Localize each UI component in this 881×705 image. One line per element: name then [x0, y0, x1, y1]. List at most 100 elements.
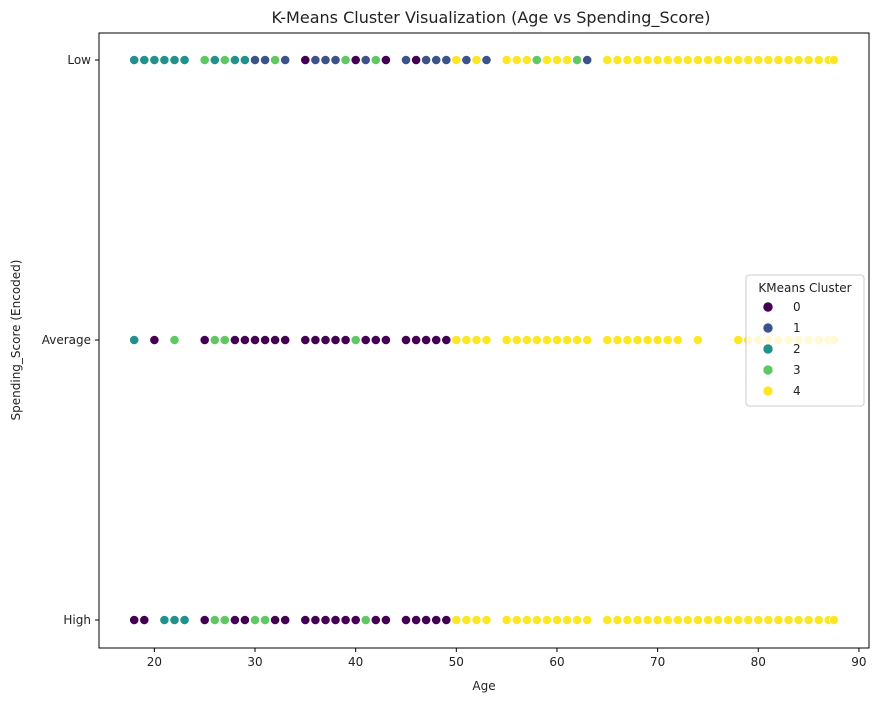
legend-label-2: 2: [793, 342, 801, 356]
data-point-cluster-0: [139, 615, 150, 625]
data-point-cluster-0: [229, 335, 240, 345]
data-point-cluster-4: [743, 615, 754, 625]
data-point-cluster-4: [793, 615, 804, 625]
x-axis-label: Age: [472, 679, 495, 693]
data-point-cluster-4: [622, 55, 633, 65]
legend-label-4: 4: [793, 384, 801, 398]
data-point-cluster-4: [723, 615, 733, 625]
data-point-cluster-2: [159, 615, 170, 625]
data-point-cluster-0: [401, 335, 411, 345]
data-point-cluster-4: [521, 335, 532, 345]
data-point-cluster-2: [129, 55, 140, 65]
data-point-cluster-2: [139, 55, 150, 65]
data-point-cluster-1: [250, 55, 260, 65]
data-point-cluster-4: [733, 615, 744, 625]
data-point-cluster-4: [622, 335, 633, 345]
data-point-cluster-3: [270, 55, 280, 65]
data-point-cluster-1: [421, 55, 431, 65]
data-point-cluster-4: [793, 55, 804, 65]
data-point-cluster-4: [642, 615, 653, 625]
data-point-cluster-4: [572, 615, 582, 625]
data-point-cluster-4: [552, 615, 562, 625]
data-point-cluster-4: [542, 55, 552, 65]
data-point-cluster-3: [169, 335, 180, 345]
data-point-cluster-4: [828, 615, 839, 625]
y-tick-label: Average: [42, 333, 91, 347]
data-point-cluster-4: [703, 55, 713, 65]
data-point-cluster-1: [260, 55, 270, 65]
y-axis-label: Spending_Score (Encoded): [9, 260, 23, 421]
data-point-cluster-0: [199, 615, 210, 625]
data-point-cluster-0: [280, 615, 291, 625]
data-point-cluster-4: [662, 615, 673, 625]
data-point-cluster-4: [451, 615, 462, 625]
data-point-cluster-0: [270, 335, 280, 345]
data-point-cluster-0: [431, 615, 442, 625]
data-point-cluster-0: [330, 615, 341, 625]
data-point-cluster-4: [753, 615, 764, 625]
data-point-cluster-0: [320, 615, 331, 625]
data-point-cluster-2: [179, 55, 190, 65]
data-point-cluster-3: [209, 335, 220, 345]
x-tick-label: 70: [650, 655, 665, 669]
data-point-cluster-0: [229, 615, 240, 625]
y-tick-label: High: [63, 613, 91, 627]
data-point-cluster-0: [310, 335, 321, 345]
data-point-cluster-3: [572, 55, 582, 65]
data-point-cluster-3: [360, 615, 371, 625]
legend-label-1: 1: [793, 321, 801, 335]
data-point-cluster-0: [280, 335, 291, 345]
data-point-cluster-4: [733, 55, 744, 65]
data-point-cluster-4: [471, 615, 482, 625]
legend-entries: 0 1 2 3 4: [762, 300, 801, 398]
data-point-cluster-0: [340, 335, 351, 345]
data-point-cluster-4: [693, 55, 703, 65]
data-point-cluster-1: [330, 55, 341, 65]
data-point-cluster-0: [370, 615, 381, 625]
data-point-cluster-3: [219, 55, 230, 65]
data-point-cluster-4: [763, 615, 774, 625]
data-point-cluster-0: [411, 335, 421, 345]
legend-title: KMeans Cluster: [758, 281, 851, 295]
data-point-cluster-1: [431, 55, 442, 65]
data-point-cluster-1: [461, 55, 472, 65]
x-tick-label: 90: [851, 655, 866, 669]
data-point-cluster-4: [632, 335, 643, 345]
data-point-cluster-4: [642, 55, 653, 65]
data-point-cluster-4: [501, 335, 512, 345]
data-point-cluster-4: [501, 615, 512, 625]
data-point-cluster-4: [612, 55, 623, 65]
data-point-cluster-4: [612, 335, 623, 345]
x-tick-label: 50: [449, 655, 464, 669]
data-point-cluster-3: [340, 55, 351, 65]
data-point-cluster-2: [209, 55, 220, 65]
data-point-cluster-2: [169, 615, 180, 625]
data-point-cluster-4: [451, 335, 462, 345]
data-point-cluster-4: [582, 615, 593, 625]
chart-title: K-Means Cluster Visualization (Age vs Sp…: [271, 8, 710, 28]
data-point-cluster-0: [129, 615, 140, 625]
data-point-cluster-1: [320, 55, 331, 65]
data-point-cluster-4: [602, 335, 613, 345]
legend: KMeans Cluster 0 1 2 3 4: [745, 274, 865, 407]
data-point-cluster-4: [652, 335, 663, 345]
legend-marker-2: [762, 343, 774, 355]
legend-marker-4: [762, 385, 774, 397]
y-tick-label: Low: [67, 53, 91, 67]
data-point-cluster-4: [521, 615, 532, 625]
data-point-cluster-4: [672, 615, 683, 625]
data-point-cluster-4: [783, 55, 794, 65]
data-point-cluster-4: [693, 335, 703, 345]
data-point-cluster-4: [763, 55, 774, 65]
data-point-cluster-4: [481, 335, 492, 345]
data-point-cluster-4: [813, 615, 824, 625]
data-point-cluster-2: [239, 55, 250, 65]
data-point-cluster-4: [693, 615, 703, 625]
data-point-cluster-0: [199, 335, 210, 345]
data-point-cluster-4: [501, 55, 512, 65]
data-point-cluster-0: [431, 335, 442, 345]
data-point-cluster-3: [250, 615, 260, 625]
data-point-cluster-4: [481, 615, 492, 625]
